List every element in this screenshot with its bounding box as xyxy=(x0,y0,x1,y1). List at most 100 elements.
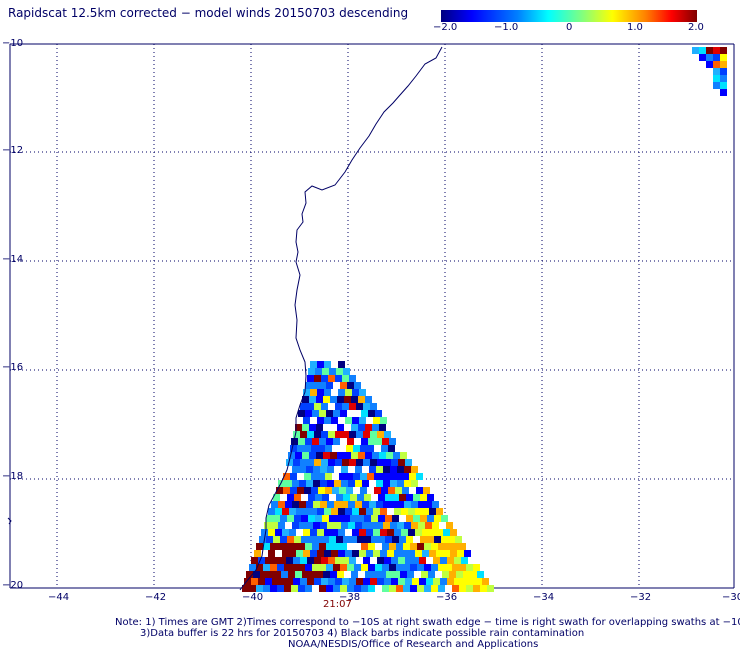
wind-difference-cell xyxy=(249,585,256,592)
wind-difference-cell xyxy=(360,445,367,452)
wind-difference-cell xyxy=(335,431,342,438)
wind-difference-cell xyxy=(720,47,727,54)
wind-difference-cell xyxy=(343,536,350,543)
wind-difference-cell xyxy=(692,47,699,54)
wind-difference-cell xyxy=(373,508,380,515)
wind-difference-cell xyxy=(351,424,358,431)
wind-difference-cell xyxy=(405,459,412,466)
wind-difference-cell xyxy=(251,578,258,585)
wind-difference-cell xyxy=(452,585,459,592)
wind-difference-cell xyxy=(340,382,347,389)
wind-difference-cell xyxy=(285,466,292,473)
wind-difference-cell xyxy=(332,445,339,452)
wind-difference-cell xyxy=(410,543,417,550)
wind-difference-cell xyxy=(422,529,429,536)
wind-difference-cell xyxy=(468,557,475,564)
wind-difference-cell xyxy=(410,585,417,592)
wind-difference-cell xyxy=(265,557,272,564)
wind-difference-cell xyxy=(386,571,393,578)
wind-difference-cell xyxy=(363,459,370,466)
wind-difference-cell xyxy=(397,522,404,529)
wind-difference-cell xyxy=(282,550,289,557)
wind-difference-cell xyxy=(389,564,396,571)
wind-difference-cell xyxy=(310,361,317,368)
wind-difference-cell xyxy=(436,550,443,557)
wind-difference-cell xyxy=(405,578,412,585)
wind-difference-cell xyxy=(347,438,354,445)
wind-difference-cell xyxy=(290,487,297,494)
wind-difference-cell xyxy=(459,543,466,550)
wind-difference-cell xyxy=(349,459,356,466)
wind-difference-cell xyxy=(417,585,424,592)
wind-difference-cell xyxy=(404,522,411,529)
wind-difference-cell xyxy=(296,550,303,557)
wind-difference-cell xyxy=(395,445,402,452)
wind-difference-cell xyxy=(374,445,381,452)
wind-difference-cell xyxy=(356,459,363,466)
wind-difference-cell xyxy=(340,438,347,445)
x-tick-neg44: −44 xyxy=(48,592,70,603)
wind-difference-cell xyxy=(384,459,391,466)
wind-difference-cell xyxy=(331,550,338,557)
wind-difference-cell xyxy=(365,396,372,403)
wind-difference-cell xyxy=(398,578,405,585)
wind-difference-cell xyxy=(426,578,433,585)
wind-difference-cell xyxy=(435,571,442,578)
wind-difference-cell xyxy=(303,550,310,557)
wind-difference-cell xyxy=(283,487,290,494)
wind-difference-cell xyxy=(282,508,289,515)
wind-difference-cell xyxy=(352,529,359,536)
wind-difference-cell xyxy=(380,417,387,424)
wind-difference-cell xyxy=(420,536,427,543)
wind-difference-cell xyxy=(487,585,494,592)
wind-difference-cell xyxy=(373,550,380,557)
wind-difference-cell xyxy=(461,578,468,585)
wind-difference-cell xyxy=(409,487,416,494)
wind-difference-cell xyxy=(251,557,258,564)
wind-difference-cell xyxy=(328,557,335,564)
wind-difference-cell xyxy=(368,585,375,592)
wind-difference-cell xyxy=(326,438,333,445)
wind-difference-cell xyxy=(358,571,365,578)
wind-difference-cell xyxy=(303,389,310,396)
wind-difference-cell xyxy=(438,585,445,592)
wind-difference-cell xyxy=(411,480,418,487)
wind-difference-cell xyxy=(331,508,338,515)
wind-difference-cell xyxy=(355,480,362,487)
wind-difference-cell xyxy=(423,487,430,494)
wind-difference-cell xyxy=(308,494,315,501)
wind-difference-cell xyxy=(256,585,263,592)
wind-difference-cell xyxy=(413,494,420,501)
wind-difference-cell xyxy=(354,564,361,571)
wind-difference-cells xyxy=(242,47,727,592)
wind-difference-cell xyxy=(286,557,293,564)
wind-difference-cell xyxy=(390,466,397,473)
wind-difference-cell xyxy=(429,550,436,557)
wind-difference-cell xyxy=(365,424,372,431)
wind-difference-cell xyxy=(351,396,358,403)
wind-difference-cell xyxy=(345,508,352,515)
wind-difference-cell xyxy=(401,508,408,515)
wind-difference-cell xyxy=(364,536,371,543)
wind-difference-cell xyxy=(399,536,406,543)
wind-difference-cell xyxy=(307,403,314,410)
wind-difference-cell xyxy=(316,452,323,459)
wind-difference-cell xyxy=(325,445,332,452)
wind-difference-cell xyxy=(464,550,471,557)
wind-difference-cell xyxy=(264,522,271,529)
wind-difference-cell xyxy=(354,543,361,550)
wind-difference-cell xyxy=(292,480,299,487)
wind-difference-cell xyxy=(418,501,425,508)
wind-difference-cell xyxy=(263,564,270,571)
wind-difference-cell xyxy=(308,368,315,375)
wind-difference-cell xyxy=(333,410,340,417)
wind-difference-cell xyxy=(342,403,349,410)
wind-difference-cell xyxy=(299,522,306,529)
wind-difference-cell xyxy=(359,529,366,536)
wind-difference-cell xyxy=(284,585,291,592)
wind-difference-cell xyxy=(342,578,349,585)
wind-difference-cell xyxy=(329,494,336,501)
wind-difference-cell xyxy=(326,585,333,592)
wind-difference-cell xyxy=(270,564,277,571)
